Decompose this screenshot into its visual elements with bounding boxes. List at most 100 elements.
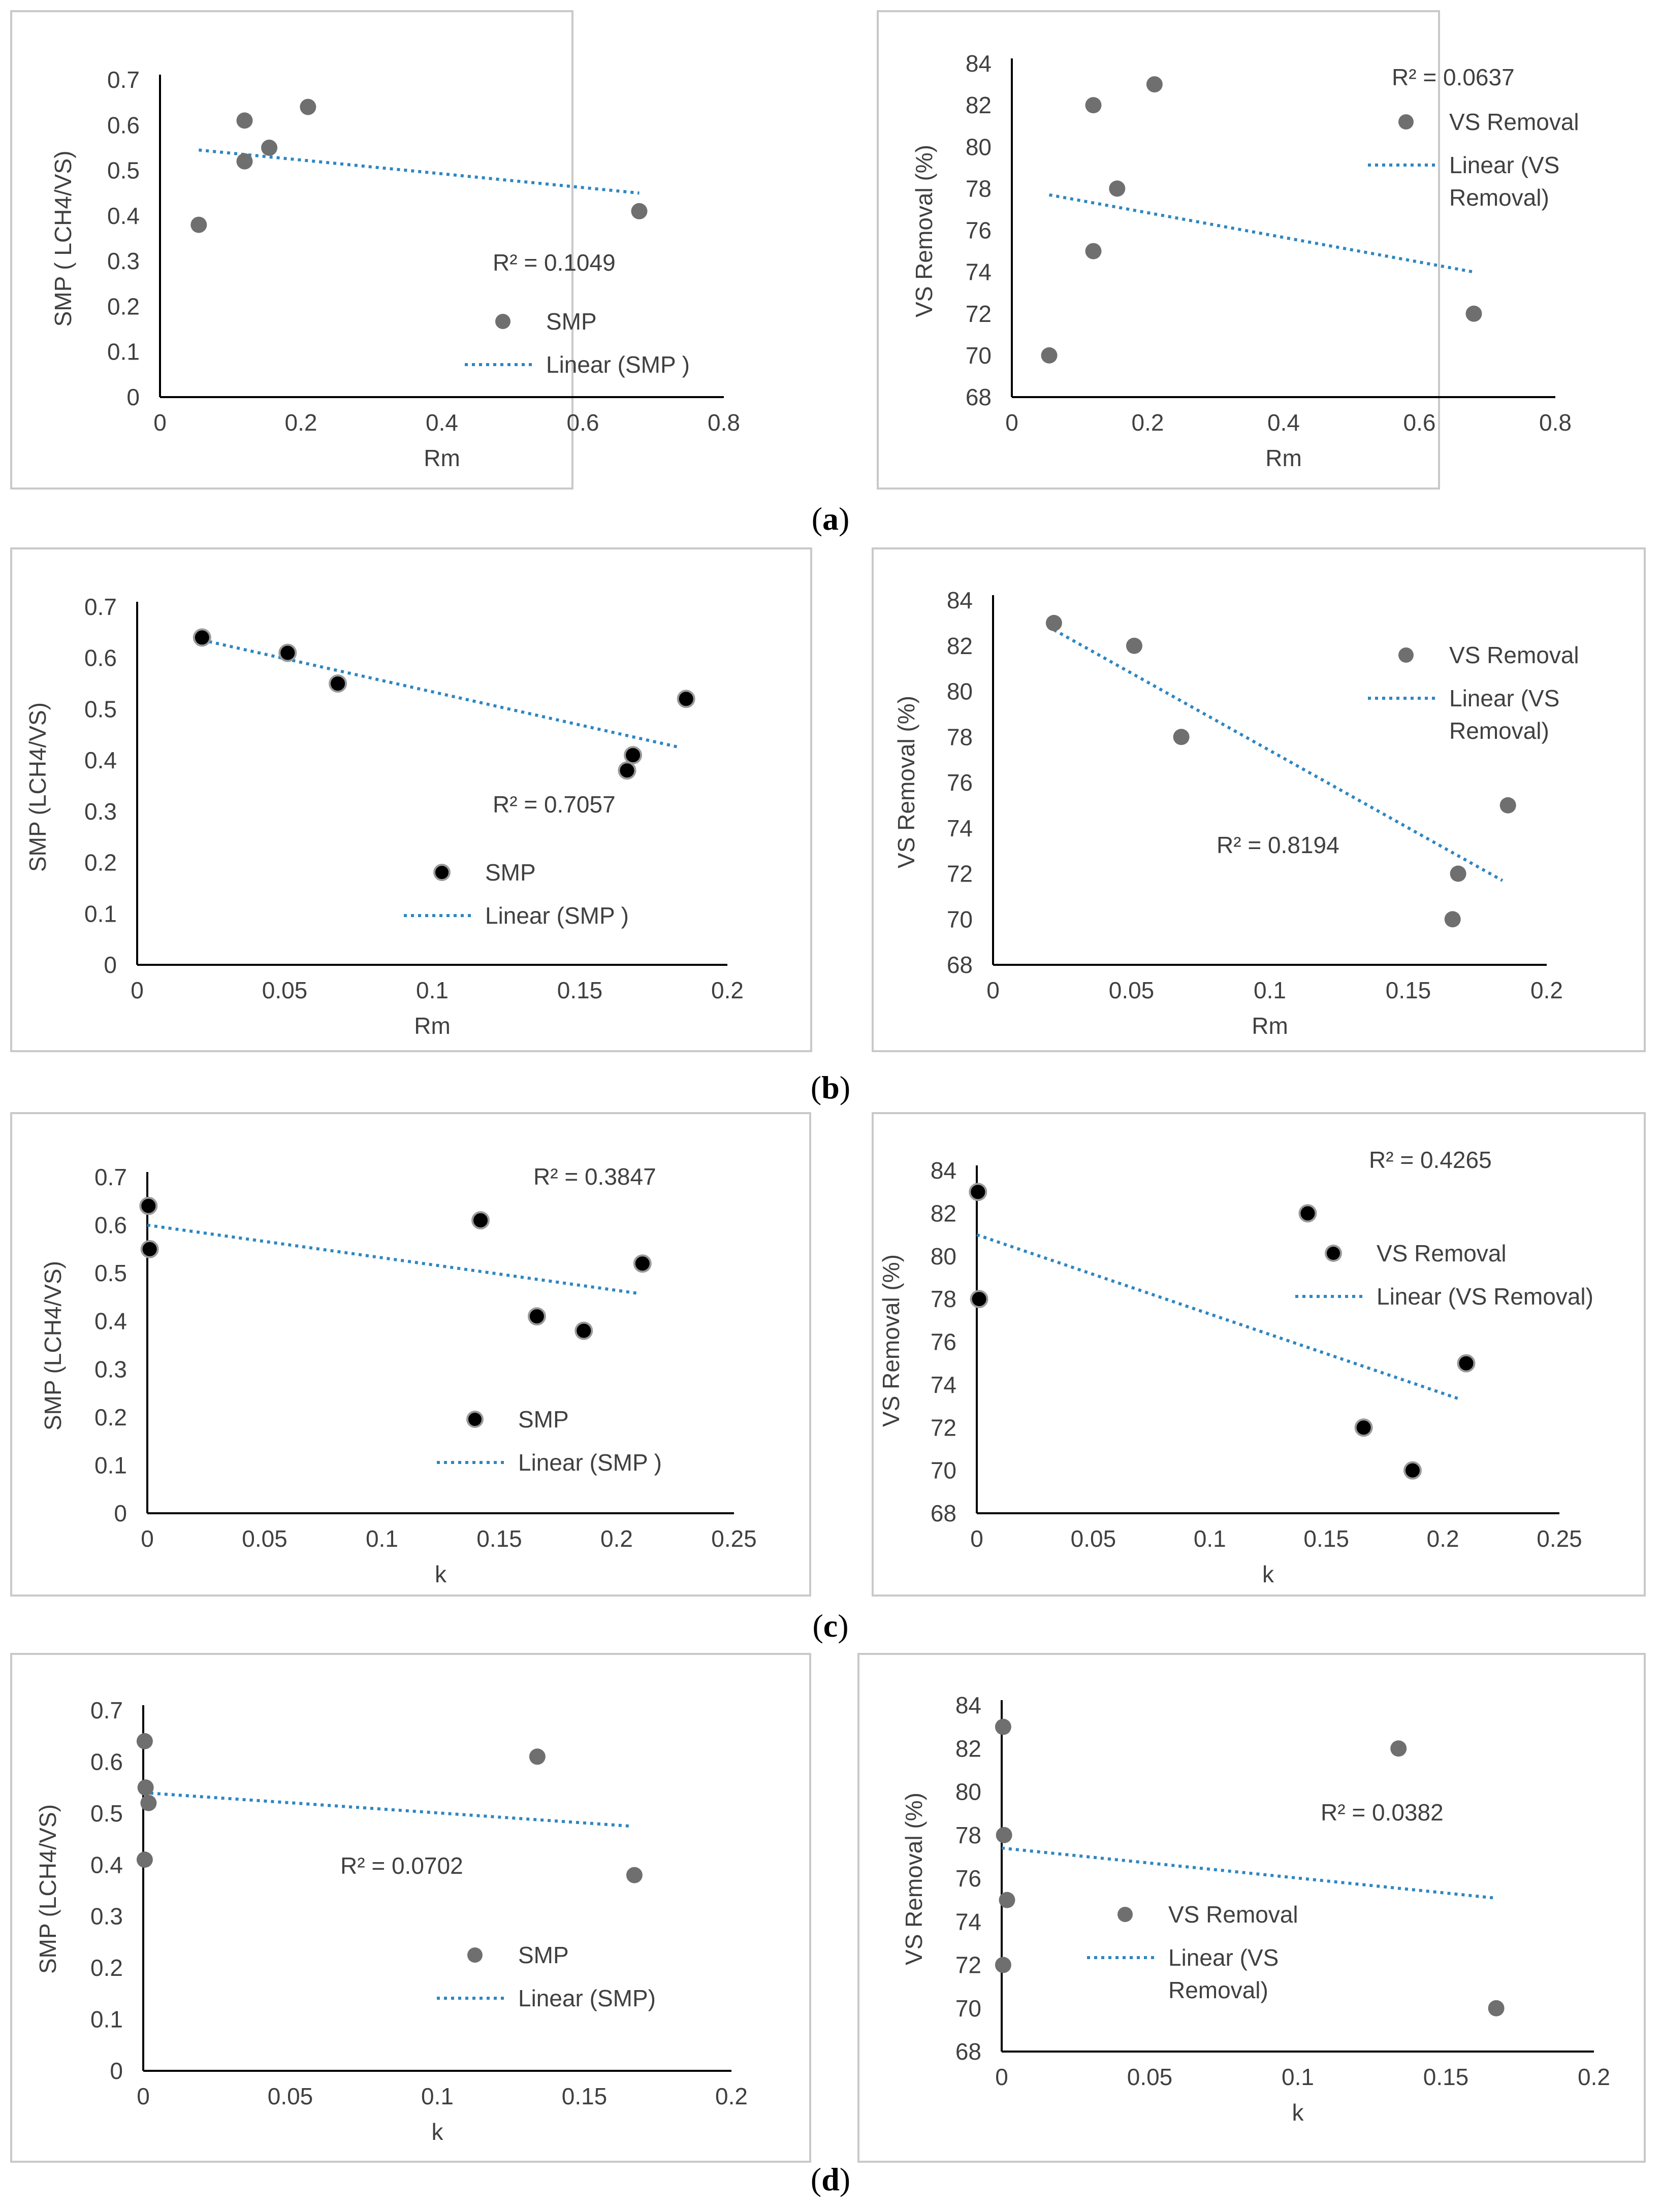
trend-line — [199, 148, 640, 195]
y-tick-label: 70 — [931, 1457, 956, 1484]
y-tick-label: 0.3 — [94, 1356, 127, 1382]
trend-line — [1001, 1846, 1494, 1900]
y-tick-label: 0.1 — [90, 2006, 123, 2033]
data-point — [139, 1196, 158, 1215]
y-axis-label: SMP (LCH4/VS) — [40, 1261, 66, 1430]
x-tick-label: 0.05 — [1127, 2064, 1173, 2090]
x-tick-label: 0.2 — [715, 2083, 748, 2109]
x-tick-label: 0.25 — [1537, 1525, 1582, 1552]
x-tick-label: 0.15 — [1386, 977, 1431, 1003]
y-tick-label: 0.3 — [107, 248, 140, 274]
data-point — [1085, 97, 1102, 114]
y-tick-label: 70 — [966, 342, 992, 369]
y-tick-label: 74 — [947, 815, 973, 841]
x-tick-label: 0.6 — [1403, 409, 1436, 436]
legend-label-series: SMP — [485, 859, 536, 886]
y-tick-label: 78 — [955, 1822, 981, 1848]
x-axis-label: k — [1292, 2099, 1304, 2126]
y-tick-label: 84 — [966, 50, 992, 77]
x-tick-label: 0 — [970, 1525, 983, 1552]
x-tick-label: 0.1 — [416, 977, 449, 1003]
r-squared-label: R² = 0.3847 — [533, 1163, 656, 1190]
y-tick-label: 84 — [931, 1157, 956, 1184]
x-tick-label: 0.05 — [242, 1525, 288, 1552]
x-tick-label: 0 — [1005, 409, 1018, 436]
y-tick-label: 80 — [947, 678, 973, 705]
legend-label-trend: Removal) — [1449, 718, 1549, 744]
x-axis-label: k — [1262, 1561, 1274, 1587]
legend-marker — [1117, 1907, 1133, 1922]
x-tick-label: 0.2 — [1578, 2064, 1610, 2090]
data-point — [140, 1795, 157, 1811]
legend-label-trend: Removal) — [1168, 1977, 1268, 2003]
y-tick-label: 76 — [955, 1865, 981, 1892]
data-point — [1085, 243, 1102, 259]
data-point — [999, 1892, 1015, 1908]
data-point — [633, 1254, 652, 1273]
legend-marker — [495, 314, 510, 329]
y-tick-label: 84 — [947, 587, 973, 613]
chart-frame — [872, 1112, 1646, 1597]
x-tick-label: 0.1 — [1194, 1525, 1226, 1552]
y-tick-label: 70 — [955, 1995, 981, 2022]
x-tick-label: 0.6 — [567, 409, 599, 436]
y-tick-label: 0 — [114, 1500, 127, 1526]
chart-frame — [877, 10, 1440, 490]
r-squared-label: R² = 0.8194 — [1217, 832, 1339, 858]
x-tick-label: 0.15 — [557, 977, 603, 1003]
y-tick-label: 76 — [966, 217, 992, 244]
data-point — [136, 1851, 153, 1868]
y-tick-label: 0.1 — [107, 339, 140, 365]
legend-label-trend: Removal) — [1449, 184, 1549, 211]
data-point — [1298, 1204, 1317, 1223]
y-tick-label: 82 — [955, 1735, 981, 1762]
y-axis-label: VS Removal (%) — [893, 696, 919, 868]
x-tick-label: 0.05 — [262, 977, 308, 1003]
y-tick-label: 0.6 — [94, 1212, 127, 1239]
y-tick-label: 68 — [955, 2038, 981, 2065]
data-point — [193, 628, 211, 647]
y-tick-label: 78 — [931, 1286, 956, 1312]
data-point — [278, 643, 297, 662]
caption-a: (a) — [811, 501, 850, 537]
legend-label-trend: Linear (VS — [1449, 152, 1559, 178]
data-point — [1146, 76, 1163, 93]
y-tick-label: 0.4 — [84, 747, 117, 773]
data-point — [1173, 729, 1190, 745]
data-point — [190, 216, 207, 233]
x-tick-label: 0.8 — [708, 409, 740, 436]
data-point — [626, 1867, 643, 1883]
y-tick-label: 74 — [931, 1372, 956, 1398]
chart-frame — [857, 1653, 1646, 2163]
y-tick-label: 0.5 — [94, 1260, 127, 1286]
y-tick-label: 0.2 — [94, 1404, 127, 1430]
y-tick-label: 0.7 — [94, 1164, 127, 1190]
y-tick-label: 72 — [955, 1952, 981, 1978]
y-tick-label: 82 — [966, 92, 992, 118]
data-point — [136, 1733, 153, 1749]
legend-label-series: VS Removal — [1449, 109, 1579, 135]
data-point — [996, 1827, 1012, 1843]
x-tick-label: 0.1 — [1254, 977, 1286, 1003]
r-squared-label: R² = 0.7057 — [493, 791, 616, 818]
x-tick-label: 0.4 — [426, 409, 458, 436]
x-tick-label: 0.15 — [1303, 1525, 1349, 1552]
legend-label-trend: Linear (SMP ) — [485, 902, 629, 929]
legend-label-series: VS Removal — [1168, 1901, 1298, 1928]
chart-d-right: 0 0.05 0.1 0.15 0.2 68 70 72 74 76 78 80 82 84 k VS Rem… — [857, 1653, 1646, 2163]
chart-frame — [10, 10, 573, 490]
chart-c-right: 0 0.05 0.1 0.15 0.2 0.25 68 70 72 74 76 78 80 82 84 k VS… — [872, 1112, 1646, 1597]
data-point — [1499, 797, 1516, 814]
data-point — [1444, 911, 1461, 928]
legend-label-series: VS Removal — [1449, 642, 1579, 668]
chart-c-left: 0 0.05 0.1 0.15 0.2 0.25 0 0.1 0.2 0.3 0.4 0.5 0.6 0.… — [10, 1112, 811, 1597]
y-axis-label: VS Removal (%) — [901, 1793, 927, 1965]
y-tick-label: 0 — [104, 952, 117, 978]
legend-label-trend: Linear (SMP) — [518, 1985, 656, 2011]
x-tick-label: 0.2 — [711, 977, 744, 1003]
legend-label-series: SMP — [518, 1942, 569, 1968]
y-tick-label: 0.4 — [107, 203, 140, 229]
data-point — [1045, 614, 1062, 631]
legend-label-series: SMP — [518, 1406, 569, 1433]
